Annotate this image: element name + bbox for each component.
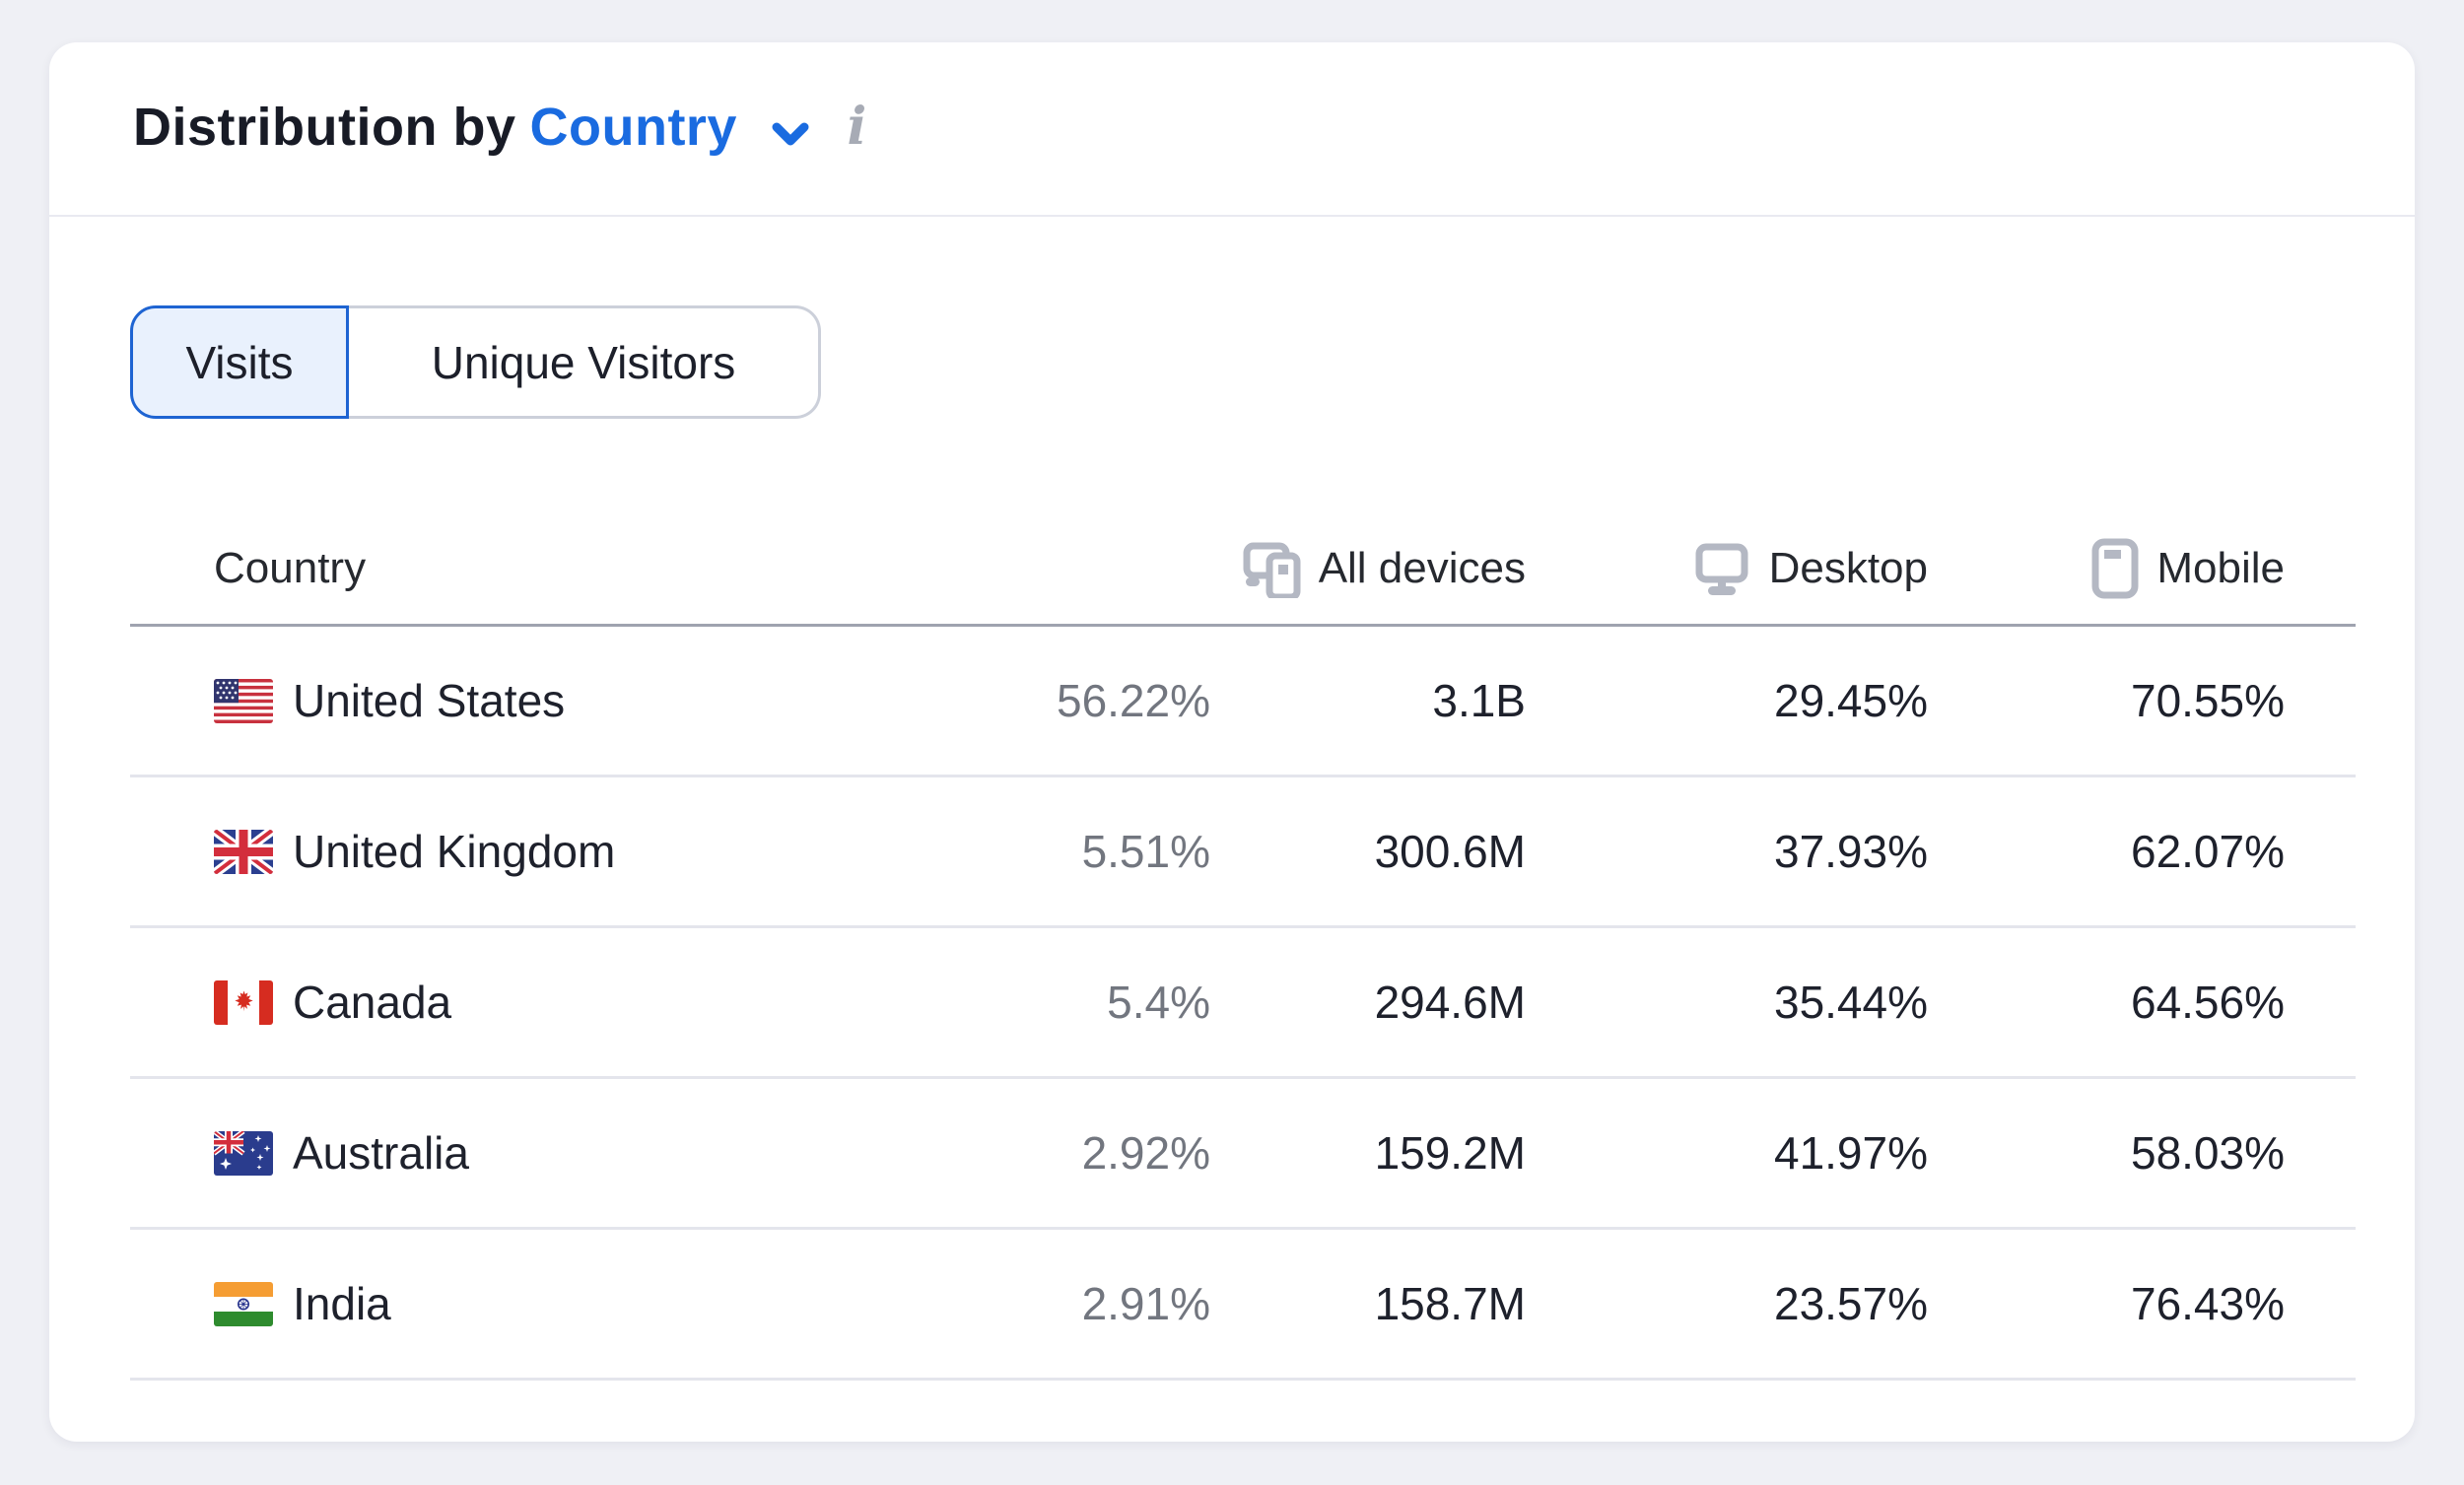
desktop-share: 37.93% bbox=[1773, 826, 1928, 877]
toggle-visits[interactable]: Visits bbox=[130, 305, 349, 419]
table-row: Canada 5.4% 294.6M 35.44% 64.56% bbox=[130, 928, 2356, 1079]
distribution-card: Distribution by Country i Visits Unique V… bbox=[49, 42, 2415, 1442]
mobile-icon bbox=[2091, 538, 2139, 599]
country-cell: Australia bbox=[130, 1126, 875, 1180]
card-header: Distribution by Country i bbox=[49, 42, 2415, 217]
toggle-unique-visitors-label: Unique Visitors bbox=[431, 336, 736, 388]
country-name: Australia bbox=[293, 1127, 469, 1179]
all-devices-share: 2.92% bbox=[1081, 1127, 1210, 1179]
all-devices-value: 294.6M bbox=[1374, 977, 1526, 1028]
flag-australia-icon bbox=[214, 1130, 273, 1176]
column-header-all-devices-label: All devices bbox=[1318, 543, 1526, 592]
table-row: United Kingdom 5.51% 300.6M 37.93% 62.07… bbox=[130, 777, 2356, 928]
dimension-selector[interactable]: Country bbox=[529, 97, 737, 157]
all-devices-value: 158.7M bbox=[1374, 1278, 1526, 1329]
table-row: United States 56.22% 3.1B 29.45% 70.55% bbox=[130, 627, 2356, 777]
title-prefix: Distribution by bbox=[133, 97, 516, 157]
all-devices-icon bbox=[1242, 539, 1301, 598]
desktop-share: 41.97% bbox=[1773, 1127, 1928, 1179]
all-devices-share: 5.51% bbox=[1081, 826, 1210, 877]
country-name: Canada bbox=[293, 977, 452, 1028]
all-devices-share: 5.4% bbox=[1107, 977, 1210, 1028]
country-cell: United Kingdom bbox=[130, 825, 875, 878]
desktop-icon bbox=[1692, 539, 1751, 598]
mobile-share: 64.56% bbox=[2130, 977, 2285, 1028]
country-cell: Canada bbox=[130, 976, 875, 1029]
toggle-visits-label: Visits bbox=[185, 336, 294, 388]
desktop-share: 23.57% bbox=[1773, 1278, 1928, 1329]
all-devices-share: 56.22% bbox=[1056, 675, 1210, 726]
flag-india-icon bbox=[214, 1281, 273, 1326]
toggle-unique-visitors[interactable]: Unique Visitors bbox=[349, 305, 821, 419]
mobile-share: 70.55% bbox=[2130, 675, 2285, 726]
country-name: United States bbox=[293, 675, 566, 726]
all-devices-value: 3.1B bbox=[1432, 675, 1526, 726]
flag-united-kingdom-icon bbox=[214, 829, 273, 874]
info-icon[interactable]: i bbox=[847, 97, 867, 157]
page-title: Distribution by Country bbox=[133, 97, 809, 162]
country-name: India bbox=[293, 1278, 391, 1329]
all-devices-value: 300.6M bbox=[1374, 826, 1526, 877]
table-row: India 2.91% 158.7M 23.57% 76.43% bbox=[130, 1230, 2356, 1381]
card-body: Visits Unique Visitors Country bbox=[49, 217, 2415, 1381]
country-cell: United States bbox=[130, 674, 875, 727]
table-row: Australia 2.92% 159.2M 41.97% 58.03% bbox=[130, 1079, 2356, 1230]
column-header-country: Country bbox=[214, 543, 367, 592]
mobile-share: 76.43% bbox=[2130, 1278, 2285, 1329]
flag-united-states-icon bbox=[214, 678, 273, 723]
desktop-share: 29.45% bbox=[1773, 675, 1928, 726]
all-devices-value: 159.2M bbox=[1374, 1127, 1526, 1179]
chevron-down-icon[interactable] bbox=[772, 100, 809, 161]
column-header-all-devices: All devices bbox=[875, 539, 1526, 598]
metric-toggle: Visits Unique Visitors bbox=[130, 305, 2356, 419]
table-header-row: Country All devices bbox=[130, 512, 2356, 627]
flag-canada-icon bbox=[214, 979, 273, 1025]
country-distribution-table: Country All devices bbox=[130, 512, 2356, 1381]
column-header-desktop: Desktop bbox=[1526, 539, 1928, 598]
desktop-share: 35.44% bbox=[1773, 977, 1928, 1028]
column-header-mobile: Mobile bbox=[1928, 538, 2356, 599]
country-name: United Kingdom bbox=[293, 826, 616, 877]
column-header-desktop-label: Desktop bbox=[1768, 543, 1928, 592]
mobile-share: 62.07% bbox=[2130, 826, 2285, 877]
all-devices-share: 2.91% bbox=[1081, 1278, 1210, 1329]
country-cell: India bbox=[130, 1277, 875, 1330]
column-header-mobile-label: Mobile bbox=[2156, 543, 2285, 592]
mobile-share: 58.03% bbox=[2130, 1127, 2285, 1179]
